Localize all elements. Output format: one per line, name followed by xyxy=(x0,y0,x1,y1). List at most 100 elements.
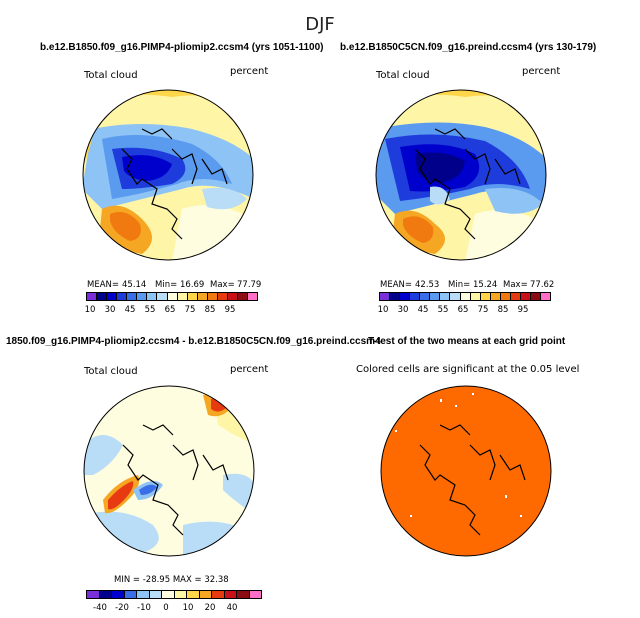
colorbar-tick: 75 xyxy=(184,305,196,315)
colorbar-swatch xyxy=(87,591,100,598)
panel2-mean-label: MEAN= xyxy=(380,280,412,290)
panel4-polar-map xyxy=(380,385,552,557)
panel3-title: 1850.f09_g16.PIMP4-pliomip2.ccsm4 - b.e1… xyxy=(6,336,381,347)
panel1-mean-value: 45.14 xyxy=(122,280,147,290)
colorbar-swatch xyxy=(450,293,461,300)
significance-fill xyxy=(381,386,551,556)
panel2-units-label: percent xyxy=(522,66,561,77)
panel4-note: Colored cells are significant at the 0.0… xyxy=(356,364,580,375)
panel1-colorbar xyxy=(86,292,258,301)
colorbar-tick: 30 xyxy=(397,305,409,315)
panel2-colorbar xyxy=(379,292,551,301)
colorbar-swatch xyxy=(224,591,237,598)
colorbar-swatch xyxy=(430,293,441,300)
colorbar-tick: 65 xyxy=(457,305,469,315)
colorbar-tick: -40 xyxy=(93,603,107,613)
figure-title: DJF xyxy=(305,14,335,35)
colorbar-swatch xyxy=(440,293,451,300)
panel3-polar-map xyxy=(83,385,255,557)
colorbar-tick: 40 xyxy=(226,603,238,613)
colorbar-swatch xyxy=(410,293,421,300)
colorbar-tick: 45 xyxy=(417,305,429,315)
colorbar-swatch xyxy=(187,293,198,300)
colorbar-swatch xyxy=(174,591,187,598)
colorbar-swatch xyxy=(227,293,238,300)
colorbar-swatch xyxy=(207,293,218,300)
colorbar-swatch xyxy=(177,293,188,300)
panel2-min-value: 15.24 xyxy=(473,280,498,290)
colorbar-swatch xyxy=(124,591,137,598)
colorbar-tick: 75 xyxy=(477,305,489,315)
colorbar-tick: 85 xyxy=(204,305,216,315)
colorbar-swatch xyxy=(380,293,391,300)
colorbar-tick: 85 xyxy=(497,305,509,315)
colorbar-swatch xyxy=(400,293,411,300)
colorbar-tick: 55 xyxy=(437,305,449,315)
panel3-units-label: percent xyxy=(230,364,269,375)
panel1-variable-label: Total cloud xyxy=(84,70,138,81)
colorbar-tick: 45 xyxy=(124,305,136,315)
panel4-title: T-test of the two means at each grid poi… xyxy=(368,336,566,347)
panel3-colorbar-ticks: -40 -20 -10 0 10 20 40 xyxy=(86,603,262,615)
colorbar-tick: 95 xyxy=(517,305,529,315)
panel1-title: b.e12.B1850.f09_g16.PIMP4-pliomip2.ccsm4… xyxy=(40,42,324,53)
colorbar-swatch xyxy=(167,293,178,300)
colorbar-swatch xyxy=(217,293,228,300)
colorbar-swatch xyxy=(137,591,150,598)
colorbar-swatch xyxy=(112,591,125,598)
colorbar-swatch xyxy=(97,293,108,300)
colorbar-swatch xyxy=(500,293,511,300)
colorbar-tick: 0 xyxy=(163,603,169,613)
colorbar-swatch xyxy=(249,591,261,598)
colorbar-tick: 10 xyxy=(182,603,194,613)
colorbar-tick: 20 xyxy=(204,603,216,613)
colorbar-tick: 10 xyxy=(84,305,96,315)
panel1-max-label: Max= xyxy=(210,280,235,290)
colorbar-swatch xyxy=(199,591,212,598)
colorbar-swatch xyxy=(147,293,158,300)
colorbar-swatch xyxy=(187,591,200,598)
colorbar-swatch xyxy=(127,293,138,300)
panel2-title: b.e12.B1850C5CN.f09_g16.preind.ccsm4 (yr… xyxy=(340,42,597,53)
colorbar-swatch xyxy=(107,293,118,300)
panel2-mean-value: 42.53 xyxy=(415,280,440,290)
colorbar-swatch xyxy=(470,293,481,300)
colorbar-swatch xyxy=(237,591,250,598)
colorbar-swatch xyxy=(149,591,162,598)
colorbar-swatch xyxy=(248,293,258,300)
colorbar-swatch xyxy=(87,293,98,300)
colorbar-swatch xyxy=(460,293,471,300)
colorbar-tick: 55 xyxy=(144,305,156,315)
panel3-stats: MIN = -28.95 MAX = 32.38 xyxy=(114,575,229,585)
colorbar-swatch xyxy=(162,591,175,598)
panel2-min-label: Min= xyxy=(448,280,471,290)
colorbar-tick: 95 xyxy=(224,305,236,315)
colorbar-tick: 10 xyxy=(377,305,389,315)
colorbar-swatch xyxy=(520,293,531,300)
colorbar-swatch xyxy=(541,293,551,300)
panel1-min-label: Min= xyxy=(155,280,178,290)
colorbar-swatch xyxy=(212,591,225,598)
panel1-units-label: percent xyxy=(230,66,269,77)
colorbar-tick: 30 xyxy=(104,305,116,315)
panel1-mean-label: MEAN= xyxy=(87,280,119,290)
colorbar-swatch xyxy=(420,293,431,300)
colorbar-swatch xyxy=(480,293,491,300)
colorbar-swatch xyxy=(530,293,541,300)
colorbar-swatch xyxy=(510,293,521,300)
panel2-polar-map xyxy=(375,89,547,261)
panel3-variable-label: Total cloud xyxy=(84,366,138,377)
panel1-max-value: 77.79 xyxy=(237,280,262,290)
colorbar-swatch xyxy=(490,293,501,300)
colorbar-tick: 65 xyxy=(164,305,176,315)
panel1-polar-map xyxy=(82,89,254,261)
colorbar-swatch xyxy=(237,293,248,300)
colorbar-swatch xyxy=(99,591,112,598)
colorbar-swatch xyxy=(390,293,401,300)
panel1-colorbar-ticks: 10 30 45 55 65 75 85 95 xyxy=(85,305,258,317)
panel2-variable-label: Total cloud xyxy=(376,70,430,81)
panel1-min-value: 16.69 xyxy=(180,280,205,290)
colorbar-swatch xyxy=(197,293,208,300)
panel3-colorbar xyxy=(86,590,262,599)
colorbar-swatch xyxy=(157,293,168,300)
